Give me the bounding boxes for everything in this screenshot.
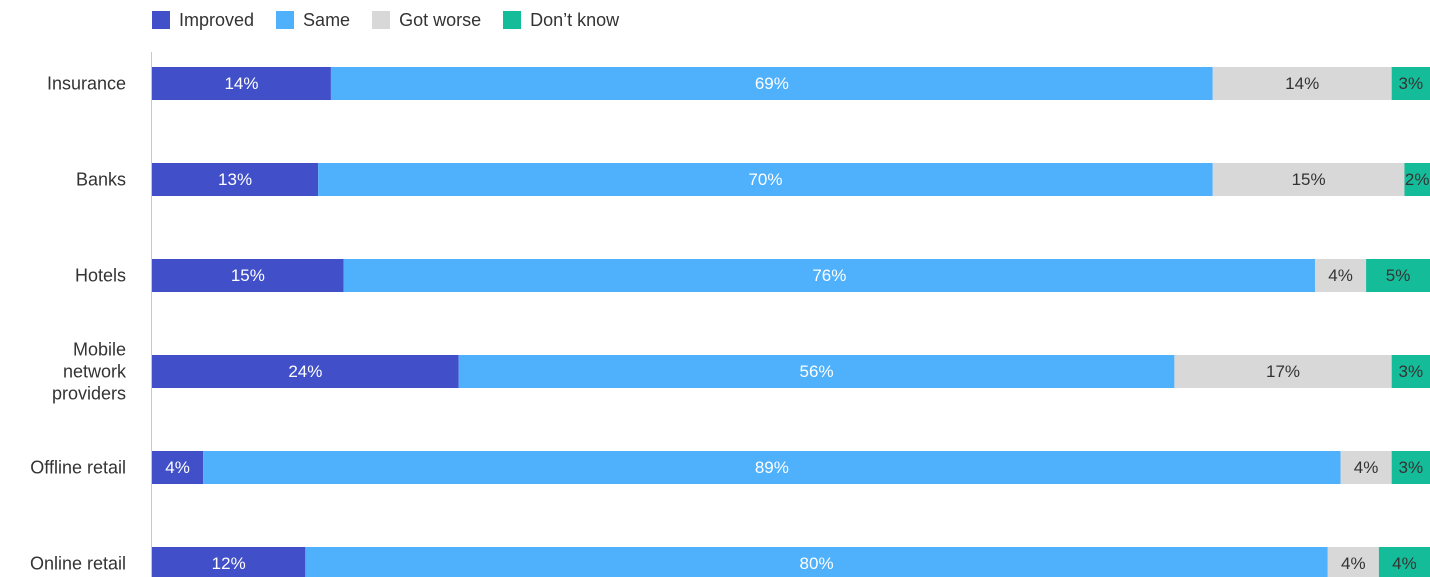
data-label-mobile-network-providers-got-worse: 17% (1266, 362, 1300, 381)
legend-item-same: Same (276, 10, 350, 31)
data-label-hotels-improved: 15% (231, 266, 265, 285)
bar-segment-offline-retail-don-t-know (1391, 451, 1430, 484)
category-label-online-retail: Online retail (30, 554, 126, 574)
data-label-offline-retail-don-t-know: 3% (1399, 458, 1424, 477)
bar-segment-banks-same (318, 163, 1213, 196)
data-label-banks-same: 70% (748, 170, 782, 189)
data-label-banks-got-worse: 15% (1292, 170, 1326, 189)
legend-label-dont-know: Don’t know (530, 9, 620, 30)
legend-swatch-improved (152, 11, 170, 29)
data-label-banks-don-t-know: 2% (1405, 170, 1430, 189)
category-label-mobile-network-providers-line-3: providers (52, 384, 126, 404)
data-label-hotels-got-worse: 4% (1328, 266, 1353, 285)
category-label-banks: Banks (76, 170, 126, 190)
data-label-hotels-same: 76% (812, 266, 846, 285)
bar-segment-hotels-don-t-know (1366, 259, 1430, 292)
bar-segment-online-retail-improved (152, 547, 306, 577)
data-label-online-retail-got-worse: 4% (1341, 554, 1366, 573)
data-label-online-retail-same: 80% (800, 554, 834, 573)
legend-item-improved: Improved (152, 10, 254, 31)
bar-segment-mobile-network-providers-same (458, 355, 1175, 388)
bar-segment-banks-don-t-know (1404, 163, 1430, 196)
bar-segment-mobile-network-providers-got-worse (1174, 355, 1392, 388)
chart-legend: Improved Same Got worse Don’t know (152, 6, 641, 34)
bar-segment-insurance-same (330, 67, 1213, 100)
data-label-online-retail-improved: 12% (212, 554, 246, 573)
bar-segment-insurance-got-worse (1212, 67, 1392, 100)
data-label-banks-improved: 13% (218, 170, 252, 189)
bar-segment-online-retail-don-t-know (1378, 547, 1430, 577)
legend-item-got-worse: Got worse (372, 10, 481, 31)
bar-segment-mobile-network-providers-improved (152, 355, 459, 388)
bar-segment-online-retail-same (305, 547, 1328, 577)
data-label-offline-retail-got-worse: 4% (1354, 458, 1379, 477)
category-label-mobile-network-providers-line-1: Mobile (73, 340, 126, 360)
category-label-offline-retail: Offline retail (30, 458, 126, 478)
category-label-mobile-network-providers-line-2: network (63, 362, 127, 382)
bar-segment-hotels-same (343, 259, 1315, 292)
data-label-hotels-don-t-know: 5% (1386, 266, 1411, 285)
bar-segment-banks-improved (152, 163, 319, 196)
data-label-mobile-network-providers-same: 56% (800, 362, 834, 381)
data-label-offline-retail-same: 89% (755, 458, 789, 477)
category-label-insurance: Insurance (47, 74, 126, 94)
data-label-insurance-same: 69% (755, 74, 789, 93)
bar-segment-online-retail-got-worse (1327, 547, 1379, 577)
data-label-insurance-got-worse: 14% (1285, 74, 1319, 93)
bar-segment-hotels-improved (152, 259, 344, 292)
legend-label-same: Same (303, 9, 351, 30)
data-label-mobile-network-providers-improved: 24% (288, 362, 322, 381)
legend-swatch-got-worse (372, 11, 391, 29)
data-label-offline-retail-improved: 4% (165, 458, 190, 477)
data-label-online-retail-don-t-know: 4% (1392, 554, 1417, 573)
data-label-insurance-don-t-know: 3% (1399, 74, 1424, 93)
bar-segment-banks-got-worse (1212, 163, 1405, 196)
bar-segment-mobile-network-providers-don-t-know (1391, 355, 1430, 388)
bar-segment-hotels-got-worse (1314, 259, 1367, 292)
bar-segment-offline-retail-same (203, 451, 1341, 484)
bar-segment-insurance-don-t-know (1391, 67, 1430, 100)
bar-segment-offline-retail-improved (152, 451, 204, 484)
legend-label-improved: Improved (179, 9, 255, 30)
bar-segment-insurance-improved (152, 67, 331, 100)
legend-swatch-dont-know (503, 11, 522, 29)
bar-segment-offline-retail-got-worse (1340, 451, 1392, 484)
data-label-mobile-network-providers-don-t-know: 3% (1399, 362, 1424, 381)
legend-swatch-same (276, 11, 295, 29)
legend-label-got-worse: Got worse (399, 9, 482, 30)
category-label-hotels: Hotels (75, 266, 126, 286)
data-label-insurance-improved: 14% (224, 74, 258, 93)
legend-item-dont-know: Don’t know (503, 10, 619, 31)
